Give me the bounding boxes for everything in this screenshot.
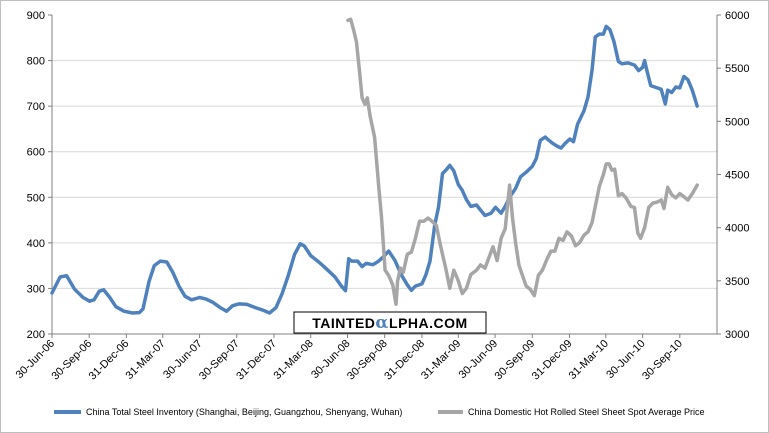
- legend-label-inventory: China Total Steel Inventory (Shanghai, B…: [86, 407, 402, 417]
- x-tick-label: 31-Mar-10: [567, 338, 611, 382]
- left-tick-label: 800: [27, 56, 45, 68]
- left-tick-label: 700: [27, 101, 45, 113]
- right-tick-label: 3000: [725, 329, 749, 341]
- x-tick-label: 31-Mar-08: [271, 338, 315, 382]
- left-tick-label: 400: [27, 238, 45, 250]
- left-tick-label: 900: [27, 10, 45, 22]
- watermark: TAINTEDαLPHA.COM: [293, 311, 487, 334]
- axes: [51, 15, 718, 335]
- left-tick-label: 500: [27, 192, 45, 204]
- right-axis-ticks: 6000 5500 5000 4500 4000 3500 3000: [717, 10, 749, 341]
- left-tick-label: 600: [27, 147, 45, 159]
- svg-text:TAINTEDαLPHA.COM: TAINTEDαLPHA.COM: [312, 313, 467, 333]
- left-tick-label: 200: [27, 329, 45, 341]
- right-tick-label: 5000: [725, 116, 749, 128]
- series-lines: [50, 17, 699, 315]
- x-tick-label: 31-Mar-09: [419, 338, 463, 382]
- legend: China Total Steel Inventory (Shanghai, B…: [54, 407, 704, 417]
- right-tick-label: 5500: [725, 63, 749, 75]
- watermark-alpha-icon: α: [375, 313, 389, 333]
- right-tick-label: 4000: [725, 223, 749, 235]
- right-tick-label: 6000: [725, 10, 749, 22]
- left-axis-ticks: 900 800 700 600 500 400 300 200: [27, 10, 52, 341]
- legend-label-price: China Domestic Hot Rolled Steel Sheet Sp…: [468, 407, 704, 417]
- right-tick-label: 3500: [725, 276, 749, 288]
- series-line-price: [346, 17, 699, 306]
- watermark-text-1: TAINTED: [312, 315, 375, 331]
- watermark-text-2: LPHA.COM: [389, 315, 468, 331]
- x-axis-ticks: 30-Jun-0630-Sep-0631-Dec-0631-Mar-0730-J…: [14, 334, 685, 382]
- series-line-inventory: [50, 24, 699, 315]
- left-tick-label: 300: [27, 283, 45, 295]
- right-tick-label: 4500: [725, 170, 749, 182]
- x-tick-label: 30-Sep-10: [640, 338, 685, 383]
- x-tick-label: 31-Mar-07: [124, 338, 168, 382]
